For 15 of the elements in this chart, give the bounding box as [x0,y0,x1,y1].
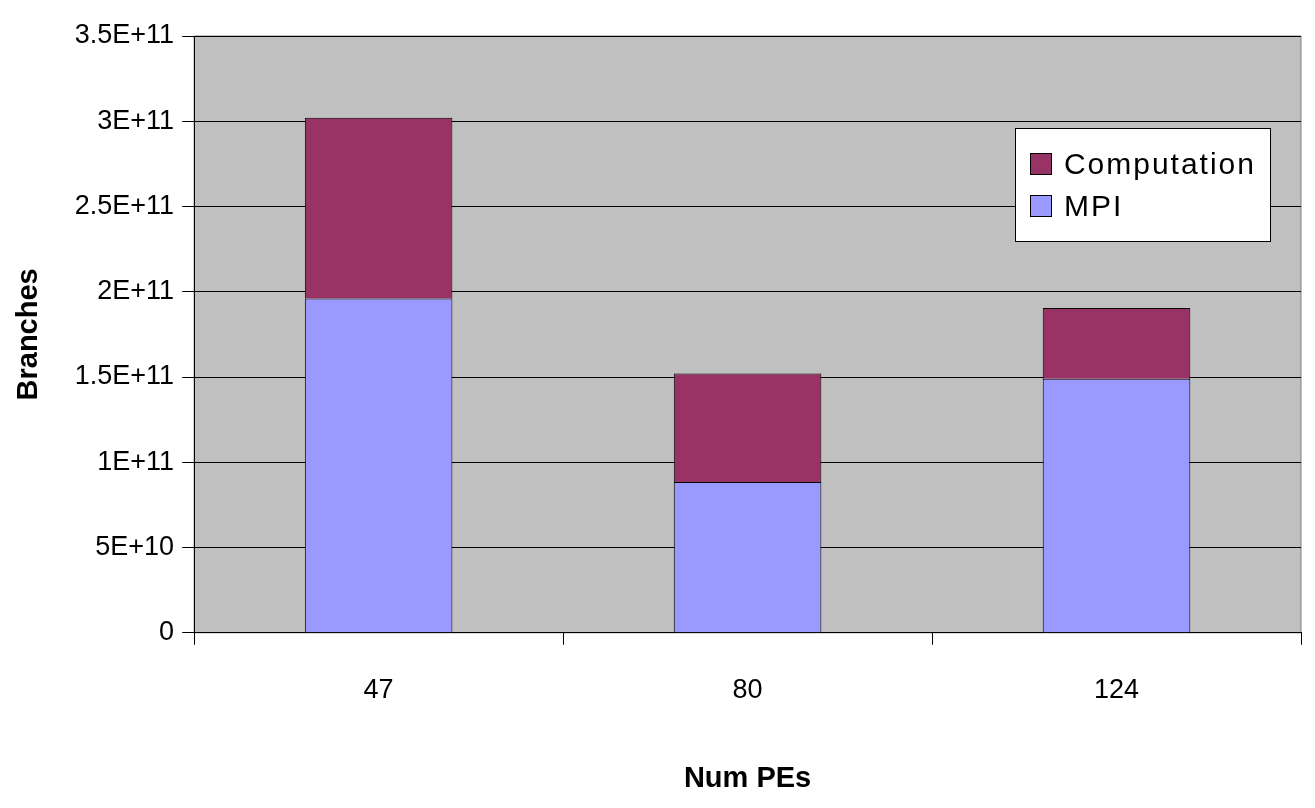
x-tick-label: 124 [1093,674,1140,705]
y-tick-label: 3.5E+11 [74,19,175,50]
y-tick-label: 1.5E+11 [74,360,175,391]
y-tick-label: 0 [159,616,175,647]
x-tick-label: 47 [363,674,394,705]
y-tick-label: 1E+11 [97,445,175,476]
x-axis-title: Num PEs [683,760,812,793]
y-tick-label: 5E+10 [95,531,175,561]
y-tick-label: 2.5E+11 [74,189,175,220]
y-axis-title: Branches [11,268,44,401]
y-tick-label: 2E+11 [97,275,175,306]
legend-label: MPI [1063,189,1124,223]
legend-label: Computation [1063,147,1256,181]
x-tick-label: 80 [732,674,763,705]
y-tick-label: 3E+11 [97,104,175,135]
